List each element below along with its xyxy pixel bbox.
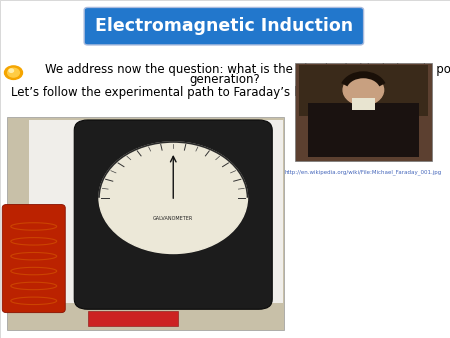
FancyBboxPatch shape bbox=[352, 98, 374, 110]
FancyBboxPatch shape bbox=[295, 63, 432, 161]
FancyBboxPatch shape bbox=[88, 311, 178, 326]
FancyBboxPatch shape bbox=[308, 103, 418, 157]
Text: We address now the question: what is the physics behind electric power: We address now the question: what is the… bbox=[45, 63, 450, 76]
Text: http://en.wikipedia.org/wiki/File:Michael_Faraday_001.jpg: http://en.wikipedia.org/wiki/File:Michae… bbox=[285, 169, 442, 175]
FancyBboxPatch shape bbox=[29, 120, 284, 303]
FancyBboxPatch shape bbox=[2, 204, 65, 313]
Circle shape bbox=[4, 66, 22, 79]
Text: Electromagnetic Induction: Electromagnetic Induction bbox=[95, 17, 353, 35]
Circle shape bbox=[9, 69, 14, 72]
FancyBboxPatch shape bbox=[299, 66, 428, 116]
Text: generation?: generation? bbox=[189, 73, 261, 86]
Text: Let’s follow the experimental path to Faraday’s law: Let’s follow the experimental path to Fa… bbox=[11, 87, 315, 99]
FancyBboxPatch shape bbox=[7, 117, 284, 330]
Circle shape bbox=[343, 75, 383, 105]
FancyBboxPatch shape bbox=[84, 7, 364, 45]
Circle shape bbox=[99, 142, 248, 254]
FancyBboxPatch shape bbox=[74, 120, 272, 309]
Circle shape bbox=[8, 68, 19, 77]
Text: GALVANOMETER: GALVANOMETER bbox=[153, 216, 194, 220]
